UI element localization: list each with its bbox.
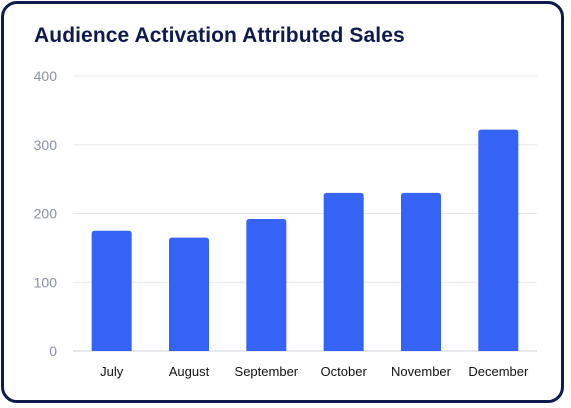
x-tick-label-august: August <box>169 364 210 379</box>
y-tick-label: 100 <box>34 274 58 290</box>
bar-october <box>323 192 364 351</box>
chart-title: Audience Activation Attributed Sales <box>34 24 405 47</box>
bar-july <box>91 230 132 351</box>
y-tick-label: 200 <box>34 206 58 222</box>
x-tick-label-july: July <box>100 364 124 379</box>
bar-november <box>401 192 441 351</box>
y-tick-label: 300 <box>34 137 58 153</box>
bar-december <box>478 129 519 351</box>
y-tick-label: 0 <box>49 343 57 359</box>
bar-september <box>246 219 287 351</box>
y-tick-label: 400 <box>34 68 58 84</box>
x-tick-label-october: October <box>321 364 368 379</box>
bar-august <box>169 237 209 351</box>
x-tick-label-december: December <box>468 364 529 379</box>
x-tick-label-september: September <box>235 364 299 379</box>
x-tick-label-november: November <box>391 364 452 379</box>
